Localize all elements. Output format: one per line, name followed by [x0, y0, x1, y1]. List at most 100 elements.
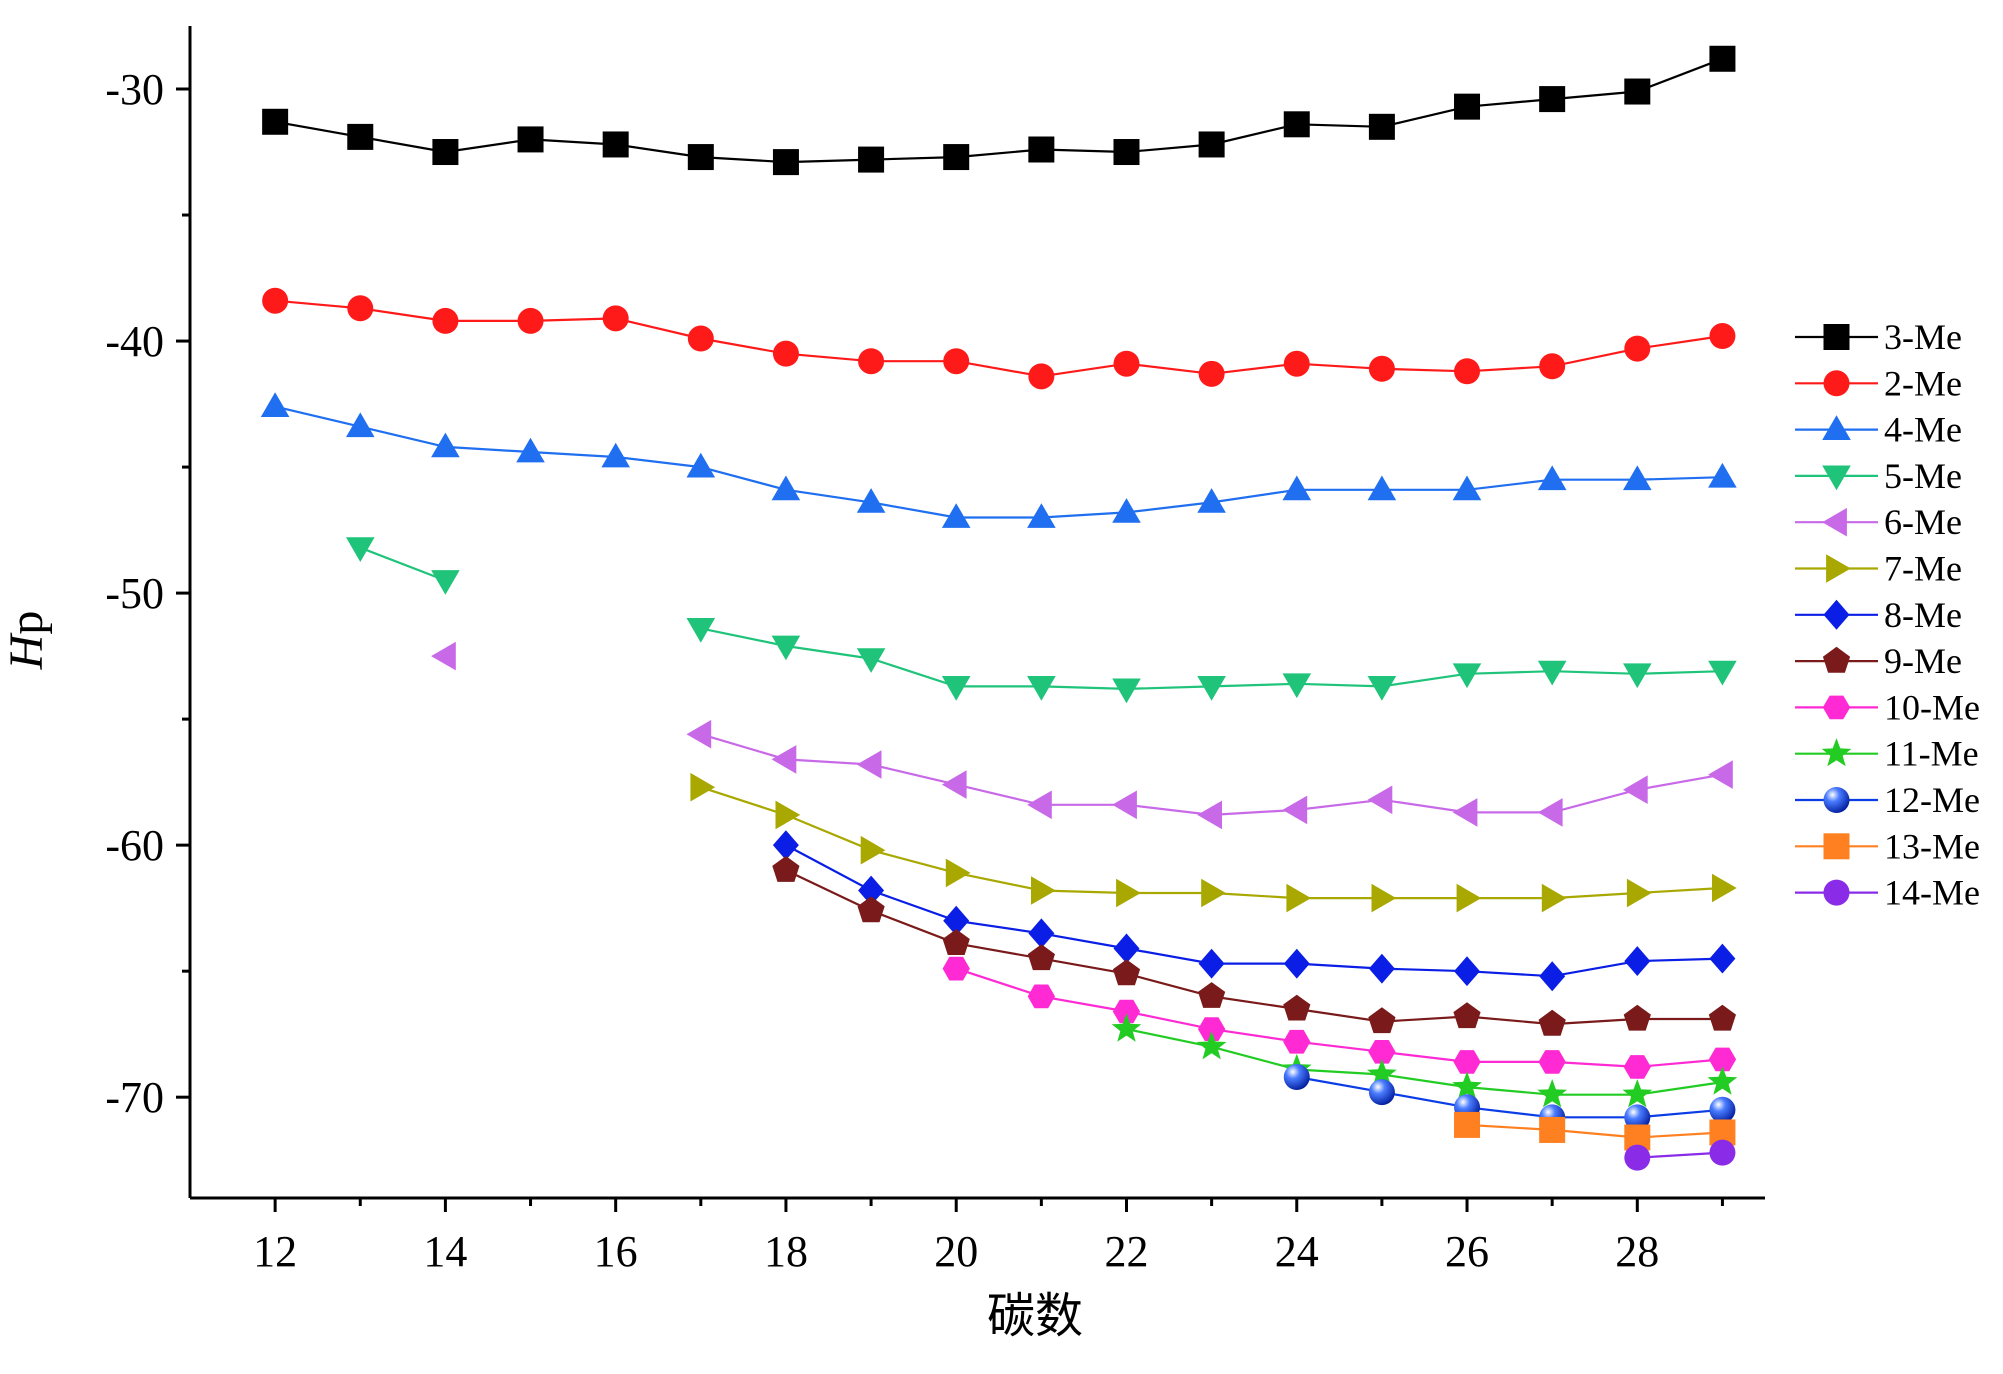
data-point-10-Me	[942, 956, 970, 981]
data-point-6-Me	[1452, 798, 1478, 827]
data-point-8-Me	[858, 875, 885, 906]
legend-label: 6-Me	[1884, 502, 1962, 542]
data-point-2-Me	[943, 348, 970, 375]
data-point-3-Me	[1709, 45, 1736, 72]
legend-marker	[1822, 465, 1851, 491]
data-point-6-Me	[1708, 760, 1733, 789]
data-point-4-Me	[1197, 488, 1226, 513]
data-point-5-Me	[1282, 673, 1312, 699]
series-14-Me	[1624, 1139, 1736, 1171]
data-point-10-Me	[1112, 999, 1141, 1024]
axes-layer	[188, 26, 1765, 1200]
data-point-10-Me	[1623, 1055, 1651, 1079]
data-point-5-Me	[941, 676, 971, 701]
data-point-4-Me	[686, 452, 716, 478]
x-tick-label: 14	[423, 1227, 467, 1276]
data-point-8-Me	[943, 905, 970, 936]
legend-item-4-Me: 4-Me	[1795, 410, 1962, 450]
data-point-2-Me	[432, 307, 459, 334]
series-line-14-Me	[1637, 1151, 1723, 1159]
legend-label: 4-Me	[1884, 410, 1962, 450]
data-point-6-Me	[1027, 790, 1052, 820]
data-point-4-Me	[1367, 475, 1397, 501]
data-point-2-Me	[262, 287, 289, 314]
series-line-4-Me	[274, 405, 1723, 519]
data-point-3-Me	[1113, 139, 1140, 166]
data-point-4-Me	[1537, 465, 1567, 491]
data-point-7-Me	[860, 835, 886, 865]
legend-item-12-Me: 12-Me	[1795, 780, 1980, 820]
series-line-8-Me	[785, 844, 1723, 978]
data-point-5-Me	[1197, 676, 1226, 701]
data-point-3-Me	[432, 139, 459, 166]
series-line-6-Me	[700, 733, 1723, 817]
y-tick-label: -50	[105, 569, 164, 618]
series-12-Me	[1283, 1064, 1736, 1131]
data-point-4-Me	[1112, 498, 1141, 523]
data-point-11-Me	[1196, 1031, 1227, 1060]
data-point-5-Me	[856, 648, 886, 673]
data-point-2-Me	[517, 307, 544, 334]
data-point-4-Me	[1708, 462, 1737, 488]
data-point-8-Me	[1539, 961, 1566, 992]
data-point-7-Me	[1712, 873, 1737, 903]
y-tick-label: -30	[105, 65, 164, 114]
data-point-2-Me	[1709, 323, 1736, 350]
legend-marker	[1823, 833, 1850, 860]
data-point-9-Me	[1112, 959, 1141, 986]
data-point-12-Me	[1283, 1064, 1310, 1091]
legend-marker	[1823, 879, 1850, 906]
data-point-12-Me	[1624, 1104, 1651, 1131]
data-point-3-Me	[943, 144, 970, 171]
legend-item-6-Me: 6-Me	[1795, 502, 1962, 542]
data-point-7-Me	[1286, 883, 1312, 913]
data-point-5-Me	[1112, 678, 1141, 704]
data-point-6-Me	[686, 719, 712, 749]
data-point-11-Me	[1707, 1066, 1738, 1095]
series-11-Me	[1111, 1013, 1738, 1108]
data-point-4-Me	[941, 503, 971, 528]
x-tick-label: 16	[594, 1227, 638, 1276]
data-point-5-Me	[1537, 660, 1567, 686]
y-tick-label: -70	[105, 1073, 164, 1122]
legend-label: 3-Me	[1884, 317, 1962, 357]
data-point-10-Me	[1453, 1050, 1481, 1074]
data-point-6-Me	[941, 770, 967, 799]
series-9-Me	[772, 856, 1736, 1036]
legend-marker	[1823, 599, 1850, 630]
data-point-7-Me	[1541, 883, 1567, 913]
y-axis-title-italic: H	[0, 632, 53, 670]
series-3-Me	[262, 45, 1736, 176]
data-point-10-Me	[1708, 1047, 1737, 1072]
data-point-5-Me	[431, 570, 460, 595]
data-point-6-Me	[1537, 798, 1563, 827]
data-point-2-Me	[602, 305, 629, 332]
data-point-8-Me	[1368, 953, 1395, 984]
data-point-3-Me	[1539, 86, 1566, 113]
legend-item-13-Me: 13-Me	[1795, 826, 1980, 866]
data-point-6-Me	[856, 750, 882, 779]
data-point-4-Me	[601, 442, 630, 468]
data-point-5-Me	[1623, 663, 1652, 689]
data-point-2-Me	[1539, 353, 1566, 380]
data-point-7-Me	[945, 858, 971, 888]
data-point-11-Me	[1537, 1079, 1567, 1108]
legend-item-10-Me: 10-Me	[1795, 687, 1980, 727]
legend-label: 10-Me	[1884, 687, 1980, 727]
series-7-Me	[690, 772, 1737, 913]
y-axis-title-rest: p	[0, 611, 53, 635]
data-point-2-Me	[858, 348, 885, 375]
data-point-5-Me	[1367, 676, 1397, 701]
data-point-9-Me	[1198, 982, 1226, 1008]
data-point-6-Me	[1623, 775, 1648, 804]
data-point-13-Me	[1539, 1116, 1566, 1143]
legend-label: 9-Me	[1884, 641, 1962, 681]
x-tick-label: 18	[764, 1227, 808, 1276]
data-point-3-Me	[687, 144, 714, 171]
data-point-8-Me	[1028, 918, 1055, 949]
data-point-7-Me	[1116, 878, 1141, 908]
series-10-Me	[942, 956, 1737, 1079]
legend-item-2-Me: 2-Me	[1795, 363, 1962, 403]
x-axis-title: 碳数	[987, 1288, 1083, 1344]
legend-marker	[1822, 507, 1847, 537]
